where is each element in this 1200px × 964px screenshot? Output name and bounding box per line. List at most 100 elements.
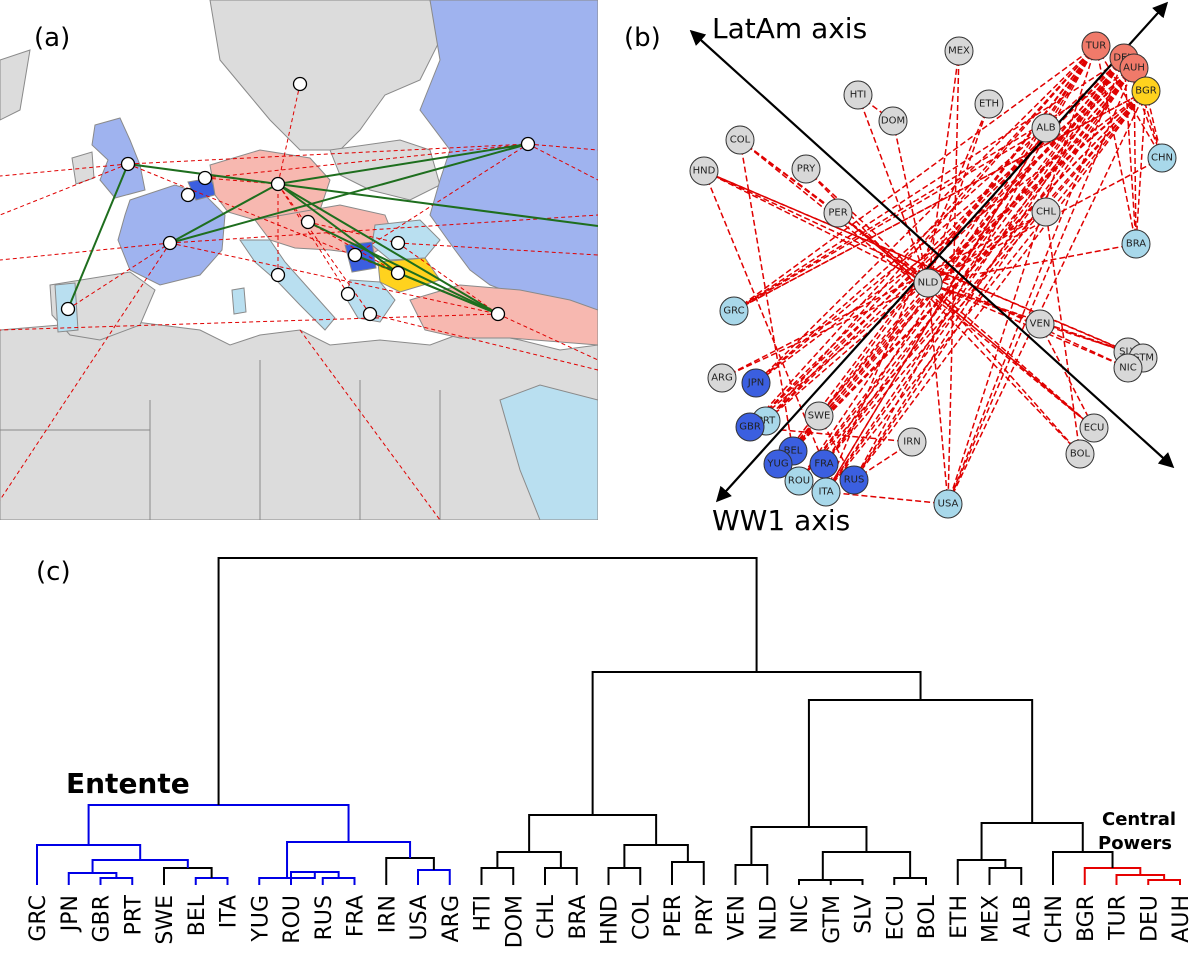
embedding-conflict-edge <box>749 67 1135 428</box>
embedding-node-auh: AUH <box>1119 53 1149 83</box>
map-country-marker <box>270 176 286 192</box>
dendrogram-leaf-label: BRA <box>566 895 591 940</box>
embedding-conflict-edge <box>805 168 929 284</box>
embedding-node-bgr: BGR <box>1131 76 1161 106</box>
dendrogram-link <box>528 814 658 852</box>
embedding-node-label: SLV <box>1119 347 1137 358</box>
dendrogram-link <box>217 557 758 805</box>
embedding-node-rus: RUS <box>839 465 869 495</box>
embedding-node-label: GTM <box>1132 353 1154 364</box>
embedding-node-swe: SWE <box>804 401 834 431</box>
embedding-node-label: FRA <box>814 459 833 470</box>
dendrogram-link <box>1083 867 1142 885</box>
embedding-conflict-edge <box>825 57 1125 493</box>
africa-borders <box>0 360 441 520</box>
map-conflict-edge <box>299 329 441 520</box>
dendrogram-leaf-label: DOM <box>502 895 527 948</box>
dendrogram-leaf-label: PER <box>661 895 686 937</box>
map-alliance-edge <box>277 183 598 227</box>
dendrogram-leaf-label: NLD <box>756 895 781 941</box>
dendrogram-link <box>417 869 451 885</box>
map-country-marker <box>197 170 213 186</box>
map-conflict-edge <box>527 143 598 151</box>
dendrogram-leaf-label: SLV <box>852 895 877 934</box>
embedding-node-label: BGR <box>1135 86 1156 97</box>
embedding-node-label: AUH <box>1123 63 1145 74</box>
embedding-node-label: ARG <box>711 373 733 384</box>
dendrogram-link <box>544 867 578 885</box>
embedding-node-nld: NLD <box>913 268 943 298</box>
dendrogram-leaf-label: ETH <box>947 895 972 939</box>
embedding-node-label: BEL <box>784 446 803 457</box>
embedding-node-label: ROU <box>788 476 810 487</box>
dendrogram-link <box>623 844 689 868</box>
embedding-node-eth: ETH <box>974 89 1004 119</box>
map-country-marker <box>270 267 286 283</box>
region-sardinia <box>231 287 247 315</box>
dendrogram-link <box>1147 879 1181 885</box>
map-country-marker <box>120 156 136 172</box>
panel-c-label: (c) <box>36 557 71 587</box>
dendrogram-link <box>321 877 356 885</box>
dendrogram-leaf-label: RUS <box>312 895 337 940</box>
map-conflict-edge <box>127 143 529 165</box>
embedding-conflict-edge <box>825 491 949 505</box>
panel-a-label: (a) <box>34 23 70 53</box>
dendrogram-link <box>671 861 705 885</box>
dendrogram-leaf-label: ECU <box>883 895 908 940</box>
map-conflict-edge <box>67 242 171 310</box>
map-conflict-edge <box>307 221 399 244</box>
map-conflict-edge <box>204 177 279 185</box>
map-country-marker <box>390 265 406 281</box>
dendrogram-leaf-label: GTM <box>820 895 845 944</box>
embedding-nodes: MEXTURDEUAUHBGRHTIETHDOMALBCOLCHNHNDPRYP… <box>689 31 1177 519</box>
dendrogram-link <box>734 864 769 885</box>
map-conflict-edge <box>527 143 598 181</box>
embedding-node-label: VEN <box>1030 319 1051 330</box>
dendrogram-leaf-labels: GRC JPN GBR PRT SWE BEL ITA YUG ROU RUS FRA IRN USA A… <box>26 894 1194 948</box>
map-country-marker <box>340 286 356 302</box>
dendrogram-link <box>988 867 1023 885</box>
embedding-node-label: RUS <box>844 475 865 486</box>
dendrogram-leaf-label: BGR <box>1074 895 1099 942</box>
dendrogram-leaf-label: ITA <box>217 895 242 928</box>
dendrogram-leaf-label: VEN <box>725 895 750 940</box>
embedding-node-hti: HTI <box>843 80 873 110</box>
region-britain <box>91 117 146 199</box>
embedding-node-chl: CHL <box>1031 197 1061 227</box>
map-country-marker <box>362 306 378 322</box>
map-alliance-edge <box>169 183 279 244</box>
embedding-node-rou: ROU <box>784 466 814 496</box>
dendrogram-leaf-label: PRY <box>693 894 718 935</box>
map-country-marker <box>347 247 363 263</box>
embedding-node-label: HTI <box>850 90 867 101</box>
ww1-axis-label: WW1 axis <box>712 504 850 537</box>
embedding-node-label: TUR <box>1085 41 1106 52</box>
embedding-node-grc: GRC <box>719 296 749 326</box>
map-conflict-edge <box>0 163 129 216</box>
embedding-node-ita: ITA <box>811 477 841 507</box>
embedding-node-label: JPN <box>747 378 764 389</box>
dendrogram-link <box>91 859 189 873</box>
dendrogram-leaf-label: GBR <box>90 895 115 942</box>
embedding-node-label: BRA <box>1126 239 1146 250</box>
dendrogram-leaf-label: NIC <box>788 895 813 933</box>
embedding-node-irn: IRN <box>897 427 927 457</box>
ww1-axis-line <box>715 1 1169 503</box>
map-nodes <box>60 76 536 322</box>
embedding-node-label: ITA <box>818 487 833 498</box>
embedding-node-label: SWE <box>808 411 831 422</box>
map-conflict-edge <box>497 313 598 361</box>
embedding-node-pry: PRY <box>791 154 821 184</box>
embedding-conflict-edge <box>823 67 1135 465</box>
dendrogram-link <box>807 699 1034 827</box>
panel-a-map <box>0 0 598 520</box>
embedding-node-label: CHL <box>1036 207 1057 218</box>
map-conflict-edge <box>307 221 399 274</box>
map-country-marker <box>520 136 536 152</box>
embedding-conflict-edge <box>947 45 1097 505</box>
embedding-node-label: NIC <box>1119 363 1136 374</box>
dendrogram-link <box>591 671 922 815</box>
dendrogram-leaf-label: AUH <box>1169 895 1194 943</box>
